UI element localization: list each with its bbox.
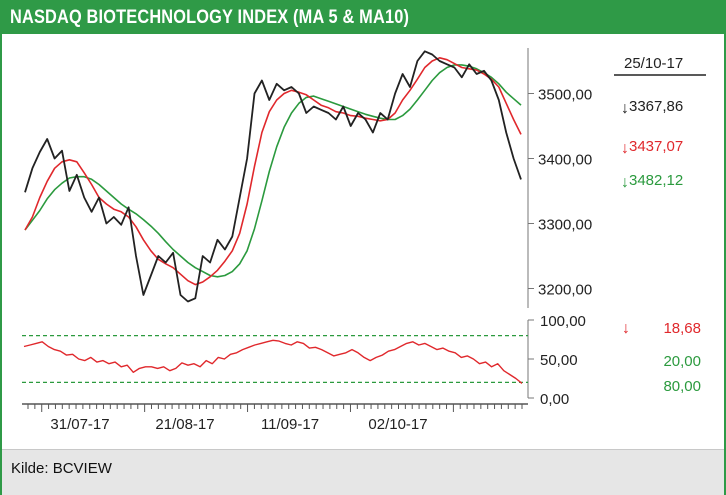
rsi-y-tick-label: 0,00 <box>540 391 569 408</box>
rsi-series-line <box>23 339 523 384</box>
price-y-tick-label: 3200,00 <box>538 282 592 299</box>
x-axis-label: 02/10-17 <box>368 416 427 433</box>
legend-arrow-icon: ↓ <box>621 174 629 191</box>
legend-value: 3482,12 <box>629 172 683 189</box>
x-axis-label: 31/07-17 <box>50 416 109 433</box>
legend-arrow-icon: ↓ <box>621 140 629 157</box>
source-label: Kilde: BCVIEW <box>11 460 112 477</box>
series-line-ma-10 <box>24 64 522 278</box>
title-bar: NASDAQ BIOTECHNOLOGY INDEX (MA 5 & MA10) <box>2 2 724 34</box>
price-y-tick-label: 3400,00 <box>538 152 592 169</box>
legend-date: 25/10-17 <box>624 55 683 72</box>
chart-title: NASDAQ BIOTECHNOLOGY INDEX (MA 5 & MA10) <box>10 7 410 28</box>
legend-arrow-icon: ↓ <box>621 100 629 117</box>
series-line-index <box>24 50 522 303</box>
x-axis-label: 11/09-17 <box>261 416 319 433</box>
rsi-y-tick-label: 50,00 <box>540 352 578 369</box>
legend-value: 3367,86 <box>629 98 683 115</box>
legend-rsi-level: 80,00 <box>663 378 701 395</box>
rsi-y-tick-label: 100,00 <box>540 313 586 330</box>
x-axis: 31/07-17 21/08-17 11/09-17 02/10-17 <box>22 403 528 433</box>
price-panel: 3200,00 3300,00 3400,00 3500,00 <box>24 48 592 308</box>
legend-rsi-value: 18,68 <box>663 320 701 337</box>
series-line-ma-5 <box>24 56 522 286</box>
price-y-tick-label: 3300,00 <box>538 217 592 234</box>
price-y-tick-label: 3500,00 <box>538 87 592 104</box>
footer: Kilde: BCVIEW <box>2 449 724 495</box>
legend-rsi-arrow-icon: ↓ <box>622 320 630 337</box>
legend-panel: 25/10-17↓ 3367,86↓ 3437,07↓ 3482,12↓ 18,6820… <box>614 55 706 395</box>
x-axis-label: 21/08-17 <box>155 416 214 433</box>
rsi-panel: 100,00 50,00 0,00 <box>22 313 586 408</box>
chart-canvas: 3200,00 3300,00 3400,00 3500,00 100,00 50,00… <box>22 48 706 433</box>
legend-value: 3437,07 <box>629 138 683 155</box>
legend-rsi-level: 20,00 <box>663 353 701 370</box>
